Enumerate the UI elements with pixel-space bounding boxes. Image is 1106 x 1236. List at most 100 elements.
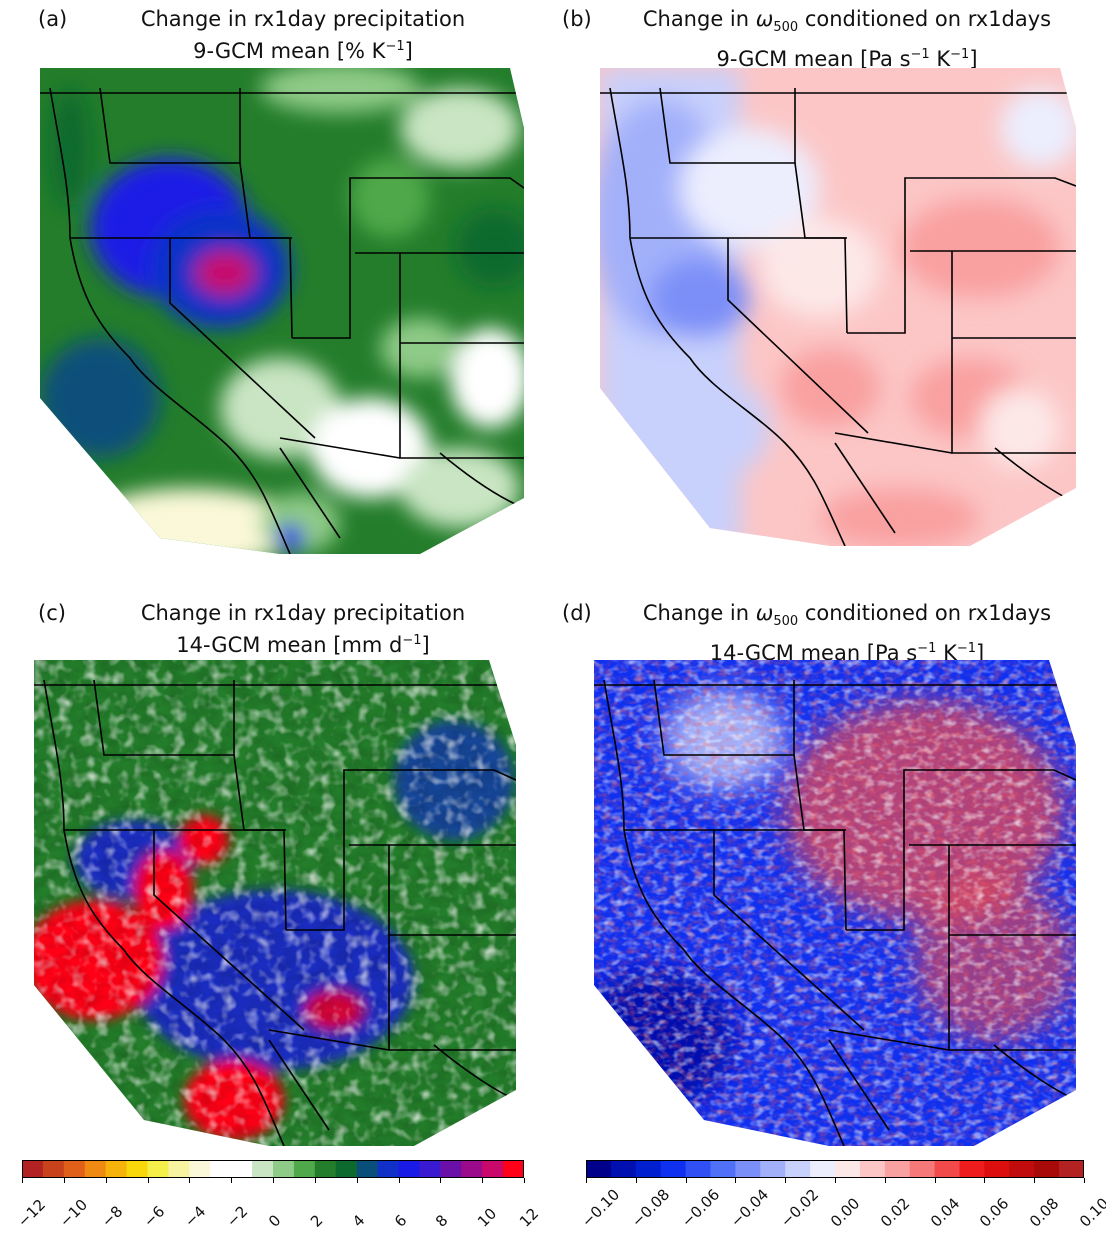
precip-tick-mark	[398, 1178, 400, 1183]
omega-tick-mark	[1084, 1178, 1085, 1183]
precip-tick-label: 6	[390, 1211, 410, 1231]
precip-tick-mark	[231, 1178, 233, 1183]
precip-colorbar-swatch	[377, 1160, 399, 1178]
omega-tick-mark	[685, 1178, 687, 1183]
precip-colorbar-swatch	[168, 1160, 190, 1178]
precip-colorbar-swatch	[314, 1160, 337, 1178]
panel-b-title: (b) Change in ω500 conditioned on rx1day…	[562, 6, 1102, 73]
panel-a-title-line2: 9-GCM mean [% K−1]	[193, 39, 413, 63]
precip-colorbar-swatch	[189, 1160, 211, 1178]
omega-colorbar-swatch	[660, 1160, 687, 1178]
precip-colorbar-swatch	[63, 1160, 86, 1178]
omega-colorbar-swatch	[835, 1160, 861, 1178]
panel-c-title: (c) Change in rx1day precipitation 14-GC…	[38, 600, 538, 659]
precip-tick-label: −8	[97, 1202, 127, 1231]
precip-tick-label: −6	[139, 1202, 168, 1231]
map-panel-d	[594, 660, 1076, 1146]
omega-colorbar-swatch	[984, 1160, 1010, 1178]
precip-colorbar-swatch	[398, 1160, 420, 1178]
panel-c-title-line1: Change in rx1day precipitation	[140, 601, 466, 625]
omega-tick-label: −0.08	[627, 1185, 674, 1231]
precip-colorbar-swatch	[231, 1160, 253, 1178]
precip-tick-label: −12	[14, 1195, 50, 1231]
precip-colorbar-swatch	[440, 1160, 462, 1178]
omega-colorbar-swatch	[610, 1160, 637, 1178]
omega-tick-mark	[785, 1178, 787, 1183]
omega-tick-mark	[735, 1178, 737, 1183]
precip-colorbar-swatch	[356, 1160, 379, 1178]
omega-tick-mark	[934, 1178, 936, 1183]
precip-colorbar-swatch	[252, 1160, 274, 1178]
omega-tick-label: 0.10	[1076, 1194, 1106, 1231]
panel-a-title: (a) Change in rx1day precipitation 9-GCM…	[38, 6, 538, 65]
omega-tick-mark	[586, 1178, 587, 1183]
omega-colorbar-ticks: −0.10 −0.08 −0.06 −0.04 −0.02 0.00 0.02 0.04 0.0…	[578, 1178, 1106, 1231]
omega-tick-label: 0.00	[827, 1194, 864, 1231]
panel-a-tag: (a)	[38, 7, 68, 31]
precip-tick-mark	[105, 1178, 107, 1183]
omega-tick-mark	[1034, 1178, 1036, 1183]
precip-tick-label: −10	[55, 1195, 91, 1231]
omega-tick-label: 0.04	[926, 1194, 963, 1231]
precip-tick-mark	[22, 1178, 23, 1183]
omega-colorbar-swatch	[959, 1160, 985, 1178]
omega-colorbar	[586, 1160, 1084, 1178]
precip-colorbar-swatch	[419, 1160, 441, 1178]
omega-colorbar-swatch	[685, 1160, 711, 1178]
precip-colorbar-swatch	[84, 1160, 107, 1178]
omega-tick-mark	[635, 1178, 637, 1183]
precip-colorbar-ticks: −12 −10 −8 −6 −4 −2 0 2 4 6 8 10 12	[14, 1178, 542, 1231]
precip-colorbar-swatch	[42, 1160, 65, 1178]
precip-colorbar-swatch	[126, 1160, 148, 1178]
omega-tick-label: −0.06	[677, 1185, 723, 1231]
omega-colorbar-swatch	[1034, 1160, 1060, 1178]
map-panel-c	[34, 660, 516, 1146]
precip-tick-mark	[314, 1178, 316, 1183]
omega-colorbar-swatch	[810, 1160, 836, 1178]
precip-tick-label: 8	[432, 1211, 452, 1231]
precip-tick-label: 4	[348, 1211, 369, 1231]
omega-tick-label: 0.08	[1026, 1194, 1063, 1231]
omega-colorbar-frame	[586, 1160, 1084, 1178]
panel-b-title-line1: Change in ω500 conditioned on rx1days	[642, 7, 1052, 36]
precip-tick-mark	[440, 1178, 442, 1183]
omega-tick-label: −0.02	[777, 1185, 823, 1231]
omega-tick-label: −0.04	[727, 1185, 773, 1231]
omega-colorbar-swatch	[859, 1160, 886, 1178]
precip-colorbar-swatch	[273, 1160, 295, 1178]
omega-tick-mark	[835, 1178, 836, 1183]
omega-colorbar-swatch	[1059, 1160, 1084, 1178]
map-panel-a	[40, 68, 524, 554]
omega-tick-mark	[984, 1178, 986, 1183]
map-panel-b	[600, 68, 1076, 546]
precip-tick-mark	[524, 1178, 525, 1183]
omega-colorbar-swatch	[635, 1160, 662, 1178]
omega-colorbar-swatch	[909, 1160, 936, 1178]
precip-tick-mark	[482, 1178, 484, 1183]
panel-b-tag: (b)	[562, 7, 592, 31]
precip-tick-mark	[273, 1178, 274, 1183]
precip-colorbar-swatch	[147, 1160, 169, 1178]
precip-colorbar-swatch	[461, 1160, 483, 1178]
precip-tick-label: −4	[181, 1202, 210, 1231]
precip-tick-mark	[356, 1178, 358, 1183]
panel-d-tag: (d)	[562, 601, 592, 625]
omega-colorbar-swatch	[586, 1160, 612, 1178]
precip-colorbar-swatch	[105, 1160, 128, 1178]
omega-colorbar-swatch	[760, 1160, 786, 1178]
omega-colorbar-swatch	[934, 1160, 960, 1178]
omega-tick-label: 0.02	[876, 1194, 914, 1231]
precip-tick-mark	[147, 1178, 149, 1183]
precip-tick-mark	[189, 1178, 191, 1183]
omega-tick-label: 0.06	[976, 1194, 1013, 1231]
precip-tick-label: 10	[474, 1204, 501, 1231]
panel-d-title: (d) Change in ω500 conditioned on rx1day…	[562, 600, 1102, 667]
panel-c-tag: (c)	[38, 601, 66, 625]
precip-tick-label: 2	[306, 1211, 327, 1231]
precip-tick-mark	[63, 1178, 65, 1183]
precip-colorbar-swatch	[22, 1160, 44, 1178]
precip-colorbar-frame	[22, 1160, 524, 1178]
precip-colorbar-swatch	[210, 1160, 232, 1178]
omega-colorbar-swatch	[735, 1160, 761, 1178]
precip-tick-label: 12	[516, 1204, 543, 1231]
